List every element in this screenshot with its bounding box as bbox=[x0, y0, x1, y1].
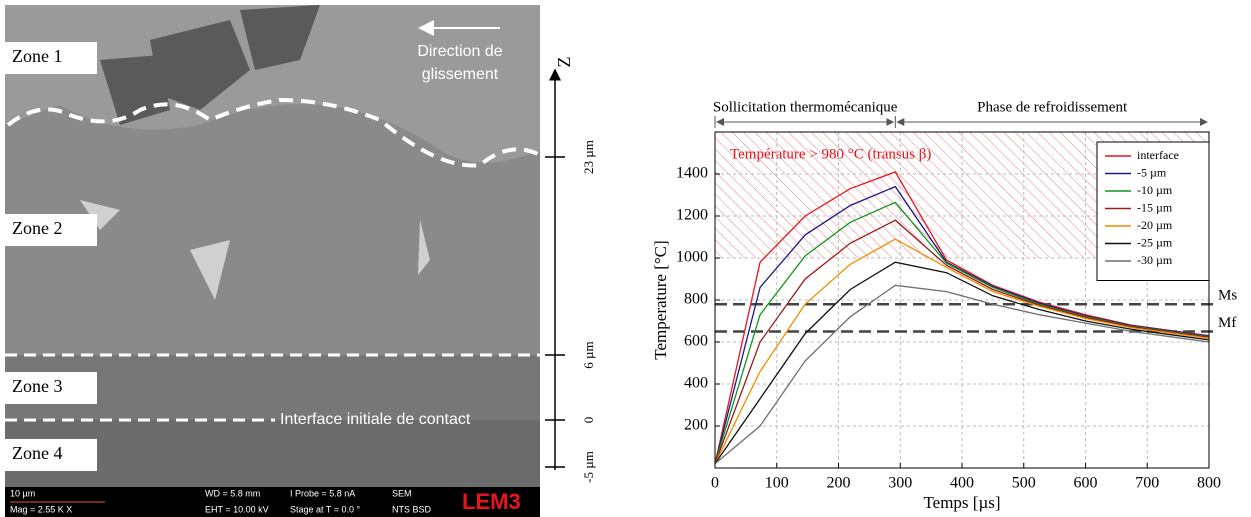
y-tick-label: 1400 bbox=[676, 165, 708, 182]
phase-label: Sollicitation thermomécanique bbox=[713, 99, 898, 115]
legend-label: -15 µm bbox=[1137, 200, 1173, 214]
sem-image: Direction de glissement Interface initia… bbox=[5, 5, 596, 517]
x-axis-label: Temps [µs] bbox=[923, 493, 1000, 512]
legend-label: interface bbox=[1137, 148, 1179, 162]
x-tick-label: 300 bbox=[888, 475, 912, 492]
x-tick-label: 700 bbox=[1135, 475, 1159, 492]
x-tick-label: 600 bbox=[1074, 475, 1098, 492]
info-text: EHT = 10.00 kV bbox=[205, 504, 269, 514]
series-line bbox=[714, 284, 1210, 465]
zone-box bbox=[5, 372, 97, 404]
info-text: Mag = 2.55 K X bbox=[10, 504, 72, 514]
x-tick-label: 100 bbox=[765, 475, 789, 492]
legend-box bbox=[1096, 141, 1210, 281]
depth-label: 23 µm bbox=[581, 140, 596, 174]
info-text: NTS BSD bbox=[392, 504, 432, 514]
info-text: Stage at T = 0.0 ° bbox=[290, 504, 360, 514]
x-tick-label: 500 bbox=[1012, 475, 1036, 492]
phase-label: Phase de refroidissement bbox=[977, 99, 1128, 115]
series-line bbox=[714, 261, 1210, 465]
zone-label: Zone 1 bbox=[12, 46, 62, 66]
zone-label: Zone 3 bbox=[12, 376, 62, 396]
x-tick-label: 400 bbox=[950, 475, 974, 492]
y-axis-label: Temperature [°C] bbox=[651, 240, 670, 359]
x-tick-label: 800 bbox=[1197, 475, 1221, 492]
reference-label: Ms bbox=[1218, 288, 1237, 304]
info-text: SEM bbox=[392, 488, 412, 498]
legend-label: -10 µm bbox=[1137, 183, 1173, 197]
zone1-texture bbox=[5, 5, 540, 163]
y-tick-label: 400 bbox=[684, 375, 708, 392]
legend-label: -20 µm bbox=[1137, 218, 1173, 232]
alpha-plates bbox=[80, 200, 430, 300]
y-tick-label: 200 bbox=[684, 417, 708, 434]
depth-label: 6 µm bbox=[581, 341, 596, 368]
y-tick-label: 600 bbox=[684, 333, 708, 350]
legend-label: -30 µm bbox=[1137, 253, 1173, 267]
depth-label: -5 µm bbox=[581, 451, 596, 483]
interface-label: Interface initiale de contact bbox=[280, 411, 471, 428]
y-tick-label: 1000 bbox=[676, 249, 708, 266]
series-line bbox=[714, 219, 1210, 465]
reference-label: Mf bbox=[1218, 315, 1236, 331]
info-text: WD = 5.8 mm bbox=[205, 488, 260, 498]
zone-box bbox=[5, 214, 97, 246]
zone-box bbox=[5, 42, 97, 74]
legend-label: -25 µm bbox=[1137, 235, 1173, 249]
grains bbox=[100, 5, 320, 125]
x-tick-label: 200 bbox=[827, 475, 851, 492]
chart: Température > 980 °C (transus β) 0 100 200 3… bbox=[651, 99, 1237, 511]
y-tick-label: 1200 bbox=[676, 207, 708, 224]
depth-axis-label: Z bbox=[554, 57, 574, 68]
hatch-label: Température > 980 °C (transus β) bbox=[730, 146, 931, 162]
info-text: 10 µm bbox=[10, 488, 35, 498]
info-text: I Probe = 5.8 nA bbox=[290, 488, 355, 498]
y-tick-label: 800 bbox=[684, 291, 708, 308]
plot-frame bbox=[714, 131, 1210, 469]
x-tick-label: 0 bbox=[711, 475, 719, 492]
legend-label: -5 µm bbox=[1137, 165, 1167, 179]
zone-label: Zone 2 bbox=[12, 218, 62, 238]
depth-label: 0 bbox=[581, 417, 596, 424]
zone-label: Zone 4 bbox=[12, 443, 62, 463]
direction-label: glissement bbox=[422, 66, 499, 83]
zone-boundary bbox=[6, 97, 541, 168]
series-line bbox=[714, 238, 1210, 465]
zone-box bbox=[5, 439, 97, 471]
logo: LEM3 bbox=[462, 489, 521, 514]
direction-label: Direction de bbox=[417, 43, 502, 60]
zone4-texture bbox=[5, 420, 540, 487]
